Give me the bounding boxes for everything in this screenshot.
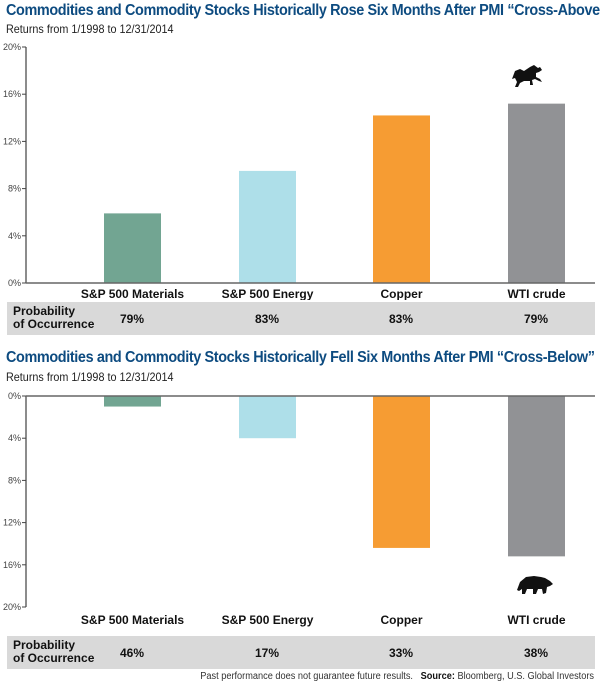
y-tick-label: 8% xyxy=(8,475,21,485)
x-tick-label: S&P 500 Materials xyxy=(81,613,184,627)
chart2-subtitle: Returns from 1/1998 to 12/31/2014 xyxy=(6,370,174,384)
x-tick-label: S&P 500 Energy xyxy=(222,287,314,300)
chart1-prob-copper: 83% xyxy=(388,312,414,326)
chart2-prob-wti: 38% xyxy=(523,646,549,660)
bar-s-p-500-energy xyxy=(239,170,296,283)
chart1-prob-materials: 79% xyxy=(119,312,145,326)
x-tick-label: Copper xyxy=(381,287,423,300)
probability-label: Probability of Occurrence xyxy=(13,305,94,331)
y-tick-label: 0% xyxy=(8,278,21,288)
chart2-prob-copper: 33% xyxy=(388,646,414,660)
y-tick-label: 16% xyxy=(3,89,21,99)
x-tick-label: WTI crude xyxy=(507,613,565,627)
probability-label-line1: Probability xyxy=(13,638,76,652)
probability-label-line2: of Occurrence xyxy=(13,317,95,331)
probability-label-line2: of Occurrence xyxy=(13,651,95,665)
chart1-prob-energy: 83% xyxy=(254,312,280,326)
x-tick-label: WTI crude xyxy=(507,287,565,300)
probability-label: Probability of Occurrence xyxy=(13,639,94,665)
bar-copper xyxy=(373,396,430,548)
y-tick-label: 4% xyxy=(8,231,21,241)
disclaimer: Past performance does not guarantee futu… xyxy=(200,671,413,682)
y-tick-label: 12% xyxy=(3,136,21,146)
x-tick-label: Copper xyxy=(381,613,423,627)
bar-wti-crude xyxy=(508,103,565,283)
y-tick-label: 12% xyxy=(3,518,21,528)
source-text: Bloomberg, U.S. Global Investors xyxy=(457,671,594,682)
chart1-prob-wti: 79% xyxy=(523,312,549,326)
chart1-plot: 0% 4% 8% 12% 16% 20% S&P 500 Materials S&P 500 … xyxy=(3,42,595,300)
bar-s-p-500-materials xyxy=(104,213,161,283)
chart1-subtitle: Returns from 1/1998 to 12/31/2014 xyxy=(6,22,174,36)
footer: Past performance does not guarantee futu… xyxy=(200,671,594,682)
chart2-prob-energy: 17% xyxy=(254,646,280,660)
bull-icon xyxy=(512,65,542,87)
bear-icon xyxy=(517,576,553,594)
chart2-title: Commodities and Commodity Stocks Histori… xyxy=(6,349,595,366)
y-tick-label: 20% xyxy=(3,42,21,52)
bar-s-p-500-energy xyxy=(239,396,296,439)
y-tick-label: 4% xyxy=(8,433,21,443)
y-tick-label: 0% xyxy=(8,391,21,401)
chart2-prob-materials: 46% xyxy=(119,646,145,660)
bar-copper xyxy=(373,115,430,283)
chart1-probability-row: Probability of Occurrence 79% 83% 83% 79… xyxy=(7,302,595,335)
y-tick-label: 8% xyxy=(8,184,21,194)
probability-label-line1: Probability xyxy=(13,304,76,318)
bar-s-p-500-materials xyxy=(104,396,161,407)
source-label: Source: xyxy=(420,671,455,682)
x-tick-label: S&P 500 Materials xyxy=(81,287,184,300)
chart2-probability-row: Probability of Occurrence 46% 17% 33% 38… xyxy=(7,636,595,669)
y-tick-label: 16% xyxy=(3,560,21,570)
x-tick-label: S&P 500 Energy xyxy=(222,613,314,627)
bar-wti-crude xyxy=(508,396,565,557)
chart1-title: Commodities and Commodity Stocks Histori… xyxy=(6,2,600,19)
y-tick-label: 20% xyxy=(3,602,21,612)
chart2-plot: 0% 4% 8% 12% 16% 20% S&P 500 Materials S&P 500 … xyxy=(3,391,595,627)
